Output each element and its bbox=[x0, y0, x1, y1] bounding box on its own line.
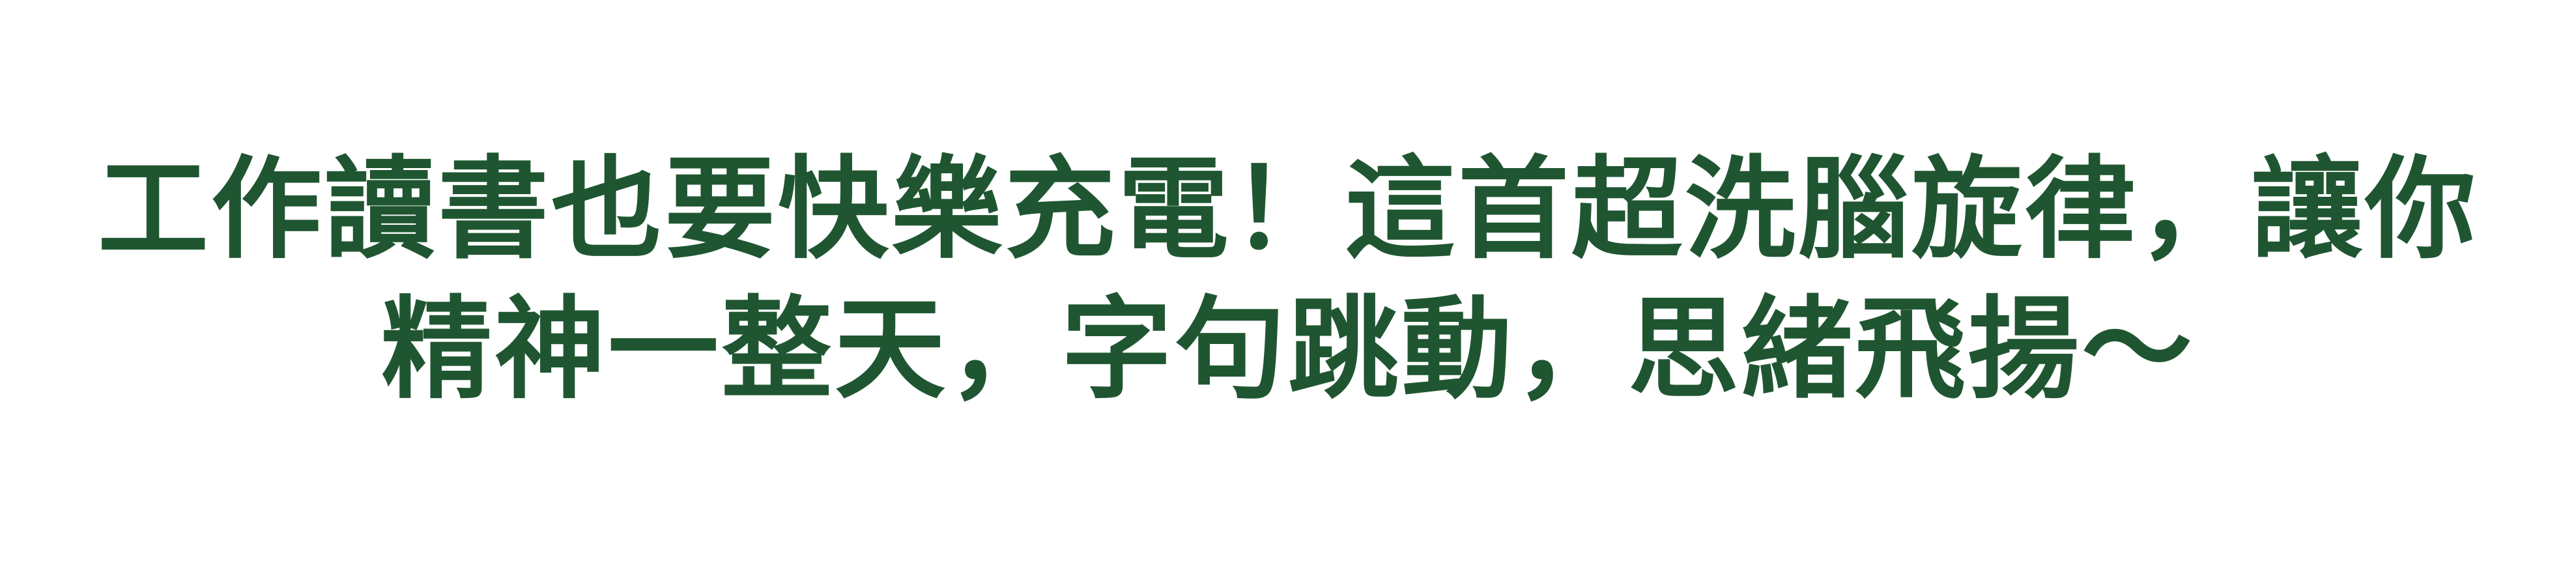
caption-line-1: 工作讀書也要快樂充電！這首超洗腦旋律，讓你 bbox=[97, 145, 2478, 274]
caption-line-2: 精神一整天，字句跳動，思緒飛揚～ bbox=[380, 285, 2195, 414]
